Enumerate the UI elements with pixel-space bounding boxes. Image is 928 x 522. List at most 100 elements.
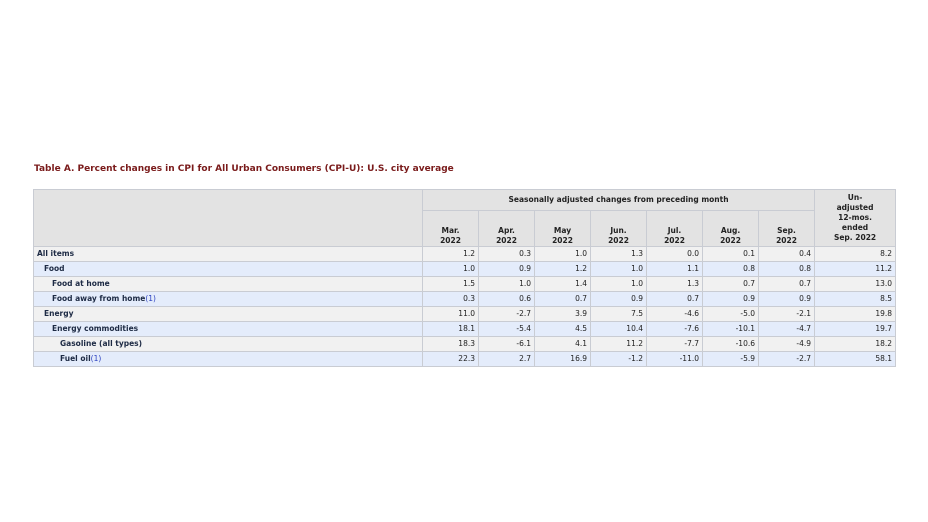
month-name: May — [553, 226, 572, 235]
unadjusted-line: ended — [841, 223, 869, 232]
month-year: 2022 — [496, 236, 517, 245]
cpi-table: Seasonally adjusted changes from precedi… — [33, 189, 897, 367]
value-cell: 18.3 — [422, 336, 479, 352]
row-label-text: Energy — [44, 309, 74, 318]
value-cell: 0.9 — [757, 291, 816, 307]
value-cell: 1.5 — [422, 276, 479, 292]
table-row: Fuel oil(1) 22.3 2.7 16.9 -1.2 -11.0 -5.9 -2.7 5… — [33, 351, 897, 367]
value-cell: 1.1 — [646, 261, 703, 277]
value-cell: -1.2 — [590, 351, 647, 367]
value-cell: 10.4 — [590, 321, 647, 337]
value-cell: 22.3 — [422, 351, 479, 367]
unadjusted-line: adjusted — [836, 203, 874, 212]
footnote-link[interactable]: (1) — [145, 294, 156, 303]
value-cell: -4.7 — [757, 321, 816, 337]
month-name: Sep. — [777, 226, 796, 235]
month-header: Jun. 2022 — [590, 210, 647, 247]
unadjusted-value-cell: 13.0 — [814, 276, 897, 292]
value-cell: 0.3 — [478, 246, 535, 262]
row-label-text: Fuel oil — [60, 354, 91, 363]
row-label-text: All items — [37, 249, 75, 258]
month-header: Apr. 2022 — [478, 210, 535, 247]
unadjusted-value-cell: 19.8 — [814, 306, 897, 322]
row-label: Fuel oil(1) — [33, 351, 423, 367]
row-label-text: Food at home — [52, 279, 110, 288]
month-name: Jun. — [610, 226, 627, 235]
unadjusted-value-cell: 19.7 — [814, 321, 897, 337]
row-label-text: Food away from home — [52, 294, 146, 303]
value-cell: 2.7 — [478, 351, 535, 367]
value-cell: 1.0 — [590, 261, 647, 277]
month-year: 2022 — [440, 236, 461, 245]
row-label-text: Gasoline (all types) — [60, 339, 143, 348]
value-cell: -4.9 — [757, 336, 816, 352]
value-cell: 0.9 — [702, 291, 759, 307]
month-year: 2022 — [608, 236, 629, 245]
month-year: 2022 — [664, 236, 685, 245]
value-cell: -10.1 — [702, 321, 759, 337]
value-cell: 1.2 — [422, 246, 479, 262]
unadjusted-header: Un- adjusted 12-mos. ended Sep. 2022 — [814, 189, 897, 247]
table-title: Table A. Percent changes in CPI for All … — [34, 164, 454, 174]
seasonal-group-header: Seasonally adjusted changes from precedi… — [421, 189, 816, 211]
unadjusted-line: 12-mos. — [838, 213, 872, 222]
value-cell: 0.7 — [757, 276, 816, 292]
unadjusted-value-cell: 11.2 — [814, 261, 897, 277]
table-row: Energy 11.0 -2.7 3.9 7.5 -4.6 -5.0 -2.1 19.8 — [33, 306, 897, 322]
month-header: Aug. 2022 — [702, 210, 759, 247]
value-cell: -5.9 — [702, 351, 759, 367]
table-row: Food away from home(1) 0.3 0.6 0.7 0.9 0.7 0.9… — [33, 291, 897, 307]
value-cell: 1.3 — [646, 276, 703, 292]
unadjusted-line: Sep. 2022 — [833, 233, 877, 242]
value-cell: -11.0 — [646, 351, 703, 367]
value-cell: 0.8 — [757, 261, 816, 277]
unadjusted-value-cell: 18.2 — [814, 336, 897, 352]
row-label: Food — [33, 261, 423, 277]
value-cell: 18.1 — [422, 321, 479, 337]
table-row: Food at home 1.5 1.0 1.4 1.0 1.3 0.7 0.7 13.0 — [33, 276, 897, 292]
unadjusted-value-cell: 58.1 — [814, 351, 897, 367]
value-cell: -4.6 — [646, 306, 703, 322]
value-cell: 0.9 — [590, 291, 647, 307]
table-row: Energy commodities 18.1 -5.4 4.5 10.4 -7.6 -10… — [33, 321, 897, 337]
row-label: Energy — [33, 306, 423, 322]
month-header: May 2022 — [534, 210, 591, 247]
month-header: Jul. 2022 — [646, 210, 703, 247]
value-cell: -10.6 — [702, 336, 759, 352]
value-cell: 4.5 — [534, 321, 591, 337]
month-name: Apr. — [498, 226, 515, 235]
row-label: Energy commodities — [33, 321, 423, 337]
month-name: Jul. — [667, 226, 682, 235]
table-row: All items 1.2 0.3 1.0 1.3 0.0 0.1 0.4 8.2 — [33, 246, 897, 262]
value-cell: 16.9 — [534, 351, 591, 367]
unadjusted-value-cell: 8.2 — [814, 246, 897, 262]
value-cell: 0.1 — [702, 246, 759, 262]
value-cell: -7.7 — [646, 336, 703, 352]
value-cell: 3.9 — [534, 306, 591, 322]
table-row: Food 1.0 0.9 1.2 1.0 1.1 0.8 0.8 11.2 — [33, 261, 897, 277]
value-cell: 0.9 — [478, 261, 535, 277]
row-label: All items — [33, 246, 423, 262]
month-name: Aug. — [720, 226, 741, 235]
value-cell: -2.7 — [757, 351, 816, 367]
row-label-header — [33, 189, 423, 247]
value-cell: -2.7 — [478, 306, 535, 322]
value-cell: 1.2 — [534, 261, 591, 277]
month-name: Mar. — [441, 226, 460, 235]
table-row: Gasoline (all types) 18.3 -6.1 4.1 11.2 -7.7-… — [33, 336, 897, 352]
value-cell: 0.6 — [478, 291, 535, 307]
row-label: Food away from home(1) — [33, 291, 423, 307]
row-label: Food at home — [33, 276, 423, 292]
value-cell: 0.4 — [757, 246, 816, 262]
month-header: Mar. 2022 — [422, 210, 479, 247]
row-label-text: Energy commodities — [52, 324, 139, 333]
value-cell: 11.2 — [590, 336, 647, 352]
value-cell: 0.8 — [702, 261, 759, 277]
value-cell: 0.7 — [646, 291, 703, 307]
row-label-text: Food — [44, 264, 65, 273]
value-cell: -2.1 — [757, 306, 816, 322]
value-cell: 1.0 — [590, 276, 647, 292]
footnote-link[interactable]: (1) — [90, 354, 102, 363]
row-label: Gasoline (all types) — [33, 336, 423, 352]
unadjusted-value-cell: 8.5 — [814, 291, 897, 307]
